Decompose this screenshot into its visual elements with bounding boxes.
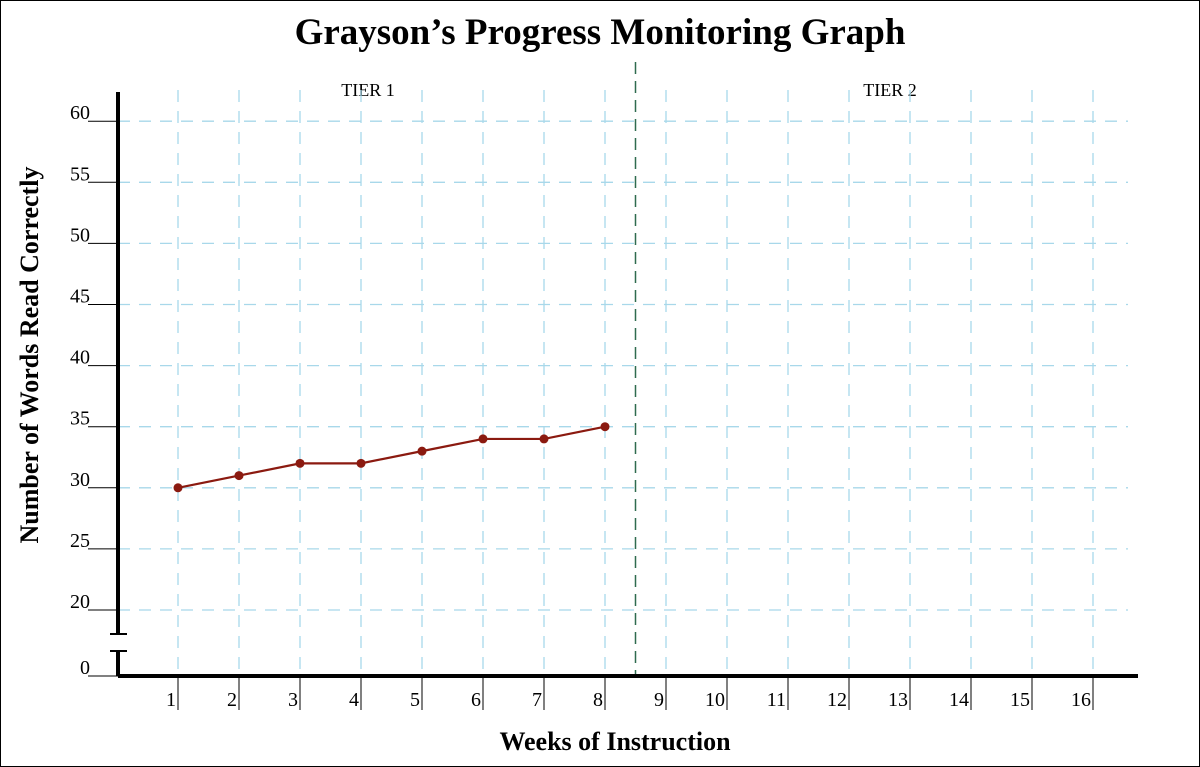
x-axis-label: Weeks of Instruction (499, 727, 731, 756)
x-tick-label: 7 (532, 689, 542, 711)
data-point (173, 483, 183, 493)
x-tick-label: 1 (166, 689, 176, 711)
data-point (478, 434, 488, 444)
y-tick-label: 0 (80, 657, 90, 679)
data-point (417, 446, 427, 456)
data-point (295, 458, 305, 468)
data-point (539, 434, 549, 444)
x-tick-label: 15 (1010, 689, 1030, 711)
x-tick-label: 10 (705, 689, 725, 711)
y-tick-label: 45 (70, 286, 90, 308)
phase-label-tier-1: TIER 1 (341, 80, 395, 100)
x-tick-label: 14 (949, 689, 969, 711)
x-tick-label: 9 (654, 689, 664, 711)
y-tick-label: 55 (70, 163, 90, 185)
y-tick-label: 30 (70, 469, 90, 491)
x-tick-label: 16 (1071, 689, 1091, 711)
x-tick-label: 12 (827, 689, 847, 711)
x-tick-label: 4 (349, 689, 359, 711)
x-tick-label: 13 (888, 689, 908, 711)
chart-title: Grayson’s Progress Monitoring Graph (295, 12, 906, 53)
y-tick-label: 60 (70, 102, 90, 124)
y-tick-label: 20 (70, 591, 90, 613)
x-tick-label: 11 (767, 689, 786, 711)
y-tick-label: 35 (70, 408, 90, 430)
x-tick-label: 2 (227, 689, 237, 711)
y-tick-label: 50 (70, 224, 90, 246)
x-tick-label: 8 (593, 689, 603, 711)
data-point (600, 422, 610, 432)
y-axis-label: Number of Words Read Correctly (15, 167, 44, 544)
phase-label-tier-2: TIER 2 (863, 80, 917, 100)
y-tick-label: 40 (70, 347, 90, 369)
series-line (177, 425, 606, 489)
data-point (234, 471, 244, 481)
x-tick-label: 5 (410, 689, 420, 711)
x-tick-label: 6 (471, 689, 481, 711)
x-tick-label: 3 (288, 689, 298, 711)
data-point (356, 458, 366, 468)
y-tick-label: 25 (70, 530, 90, 552)
